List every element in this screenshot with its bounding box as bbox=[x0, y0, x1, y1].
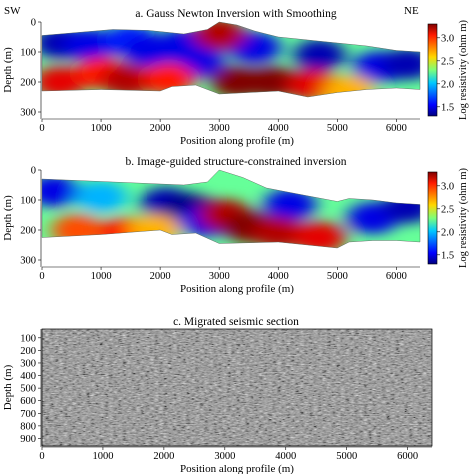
resistivity-anomaly bbox=[75, 181, 128, 213]
y-tick-label: 300 bbox=[20, 108, 36, 119]
colorbar-scale bbox=[427, 23, 438, 117]
x-tick-label: 2000 bbox=[153, 451, 174, 462]
x-tick-label: 4000 bbox=[268, 123, 289, 134]
x-tick-label: 6000 bbox=[397, 451, 418, 462]
x-tick-label: 3000 bbox=[214, 451, 235, 462]
panel-c-plot bbox=[41, 328, 433, 447]
y-tick-label: 100 bbox=[20, 196, 36, 207]
y-tick-label: 300 bbox=[20, 256, 36, 267]
panel-b-title: b. Image-guided structure-constrained in… bbox=[126, 156, 347, 168]
x-tick-label: 6000 bbox=[386, 271, 407, 282]
x-tick-label: 5000 bbox=[327, 123, 348, 134]
resistivity-anomaly bbox=[63, 28, 116, 61]
seismic-texture bbox=[42, 329, 432, 446]
x-axis-label: Position along profile (m) bbox=[180, 463, 294, 474]
colorbar-scale bbox=[427, 171, 438, 265]
y-tick-label: 300 bbox=[20, 358, 36, 369]
x-tick-label: 2000 bbox=[150, 271, 171, 282]
panel-b-plot bbox=[41, 169, 421, 249]
resistivity-anomaly bbox=[382, 191, 420, 224]
x-tick-label: 5000 bbox=[336, 451, 357, 462]
panel-b: b. Image-guided structure-constrained in… bbox=[2, 156, 469, 295]
x-tick-label: 4000 bbox=[268, 271, 289, 282]
anomaly-layer bbox=[42, 22, 420, 97]
x-tick-label: 1000 bbox=[91, 123, 112, 134]
resistivity-section bbox=[42, 170, 420, 248]
sw-label: SW bbox=[4, 5, 21, 17]
colorbar-tick-label: 2.5 bbox=[441, 204, 454, 215]
panel-c-title: c. Migrated seismic section bbox=[173, 316, 299, 328]
colorbar-label: Log resistivity (ohm m) bbox=[458, 19, 469, 120]
panel-b-axes: 0 1000 2000 3000 4000 5000 6000 0 100 200 300 Posit… bbox=[2, 166, 420, 295]
colorbar-label: Log resistivity (ohm m) bbox=[458, 167, 469, 268]
y-tick-label: 600 bbox=[20, 396, 36, 407]
y-axis-label: Depth (m) bbox=[2, 195, 14, 241]
resistivity-anomaly bbox=[382, 48, 420, 80]
resistivity-anomaly bbox=[323, 75, 376, 97]
ne-label: NE bbox=[404, 5, 419, 17]
panel-a-title: a. Gauss Newton Inversion with Smoothing bbox=[135, 8, 336, 20]
panel-a: a. Gauss Newton Inversion with Smoothing… bbox=[2, 8, 469, 147]
x-tick-label: 3000 bbox=[209, 123, 230, 134]
resistivity-anomaly bbox=[252, 217, 305, 248]
y-tick-label: 700 bbox=[20, 409, 36, 420]
y-tick-label: 500 bbox=[20, 384, 36, 395]
x-tick-label: 1000 bbox=[92, 451, 113, 462]
colorbar-tick-label: 3.0 bbox=[441, 181, 454, 192]
resistivity-anomaly bbox=[293, 39, 346, 71]
colorbar-tick-label: 1.5 bbox=[441, 250, 454, 261]
y-axis-label: Depth (m) bbox=[2, 364, 14, 410]
resistivity-anomaly bbox=[51, 214, 104, 246]
x-tick-label: 0 bbox=[39, 271, 44, 282]
colorbar-tick-label: 2.0 bbox=[441, 227, 454, 238]
x-axis-label: Position along profile (m) bbox=[180, 135, 294, 147]
x-tick-label: 0 bbox=[39, 451, 44, 462]
seismic-frame bbox=[41, 328, 433, 447]
x-tick-label: 4000 bbox=[275, 451, 296, 462]
resistivity-anomaly bbox=[101, 64, 154, 97]
section-outline bbox=[41, 169, 421, 249]
y-axis-label: Depth (m) bbox=[2, 47, 14, 93]
y-tick-label: 0 bbox=[31, 18, 36, 29]
x-tick-label: 1000 bbox=[91, 271, 112, 282]
x-tick-label: 5000 bbox=[327, 271, 348, 282]
section-outline bbox=[41, 21, 421, 98]
resistivity-anomaly bbox=[246, 66, 299, 97]
colorbar-tick-label: 1.5 bbox=[441, 102, 454, 113]
panel-a-axes: 0 1000 2000 3000 4000 5000 6000 0 100 200 300 Posit… bbox=[2, 18, 420, 147]
y-tick-label: 200 bbox=[20, 226, 36, 237]
panel-c: c. Migrated seismic section 0 1000 2000 300… bbox=[2, 316, 433, 474]
y-tick-label: 400 bbox=[20, 371, 36, 382]
x-tick-label: 2000 bbox=[150, 123, 171, 134]
resistivity-anomaly bbox=[293, 221, 346, 248]
y-tick-label: 200 bbox=[20, 78, 36, 89]
y-tick-label: 0 bbox=[31, 166, 36, 177]
y-tick-label: 900 bbox=[20, 434, 36, 445]
panel-b-colorbar: 1.5 2.0 2.5 3.0 Log resistivity (ohm m) bbox=[427, 167, 469, 268]
resistivity-anomaly bbox=[143, 63, 195, 95]
x-tick-label: 6000 bbox=[386, 123, 407, 134]
x-tick-label: 0 bbox=[39, 123, 44, 134]
resistivity-anomaly bbox=[264, 188, 317, 221]
resistivity-anomaly bbox=[42, 175, 80, 207]
colorbar-tick-label: 2.0 bbox=[441, 79, 454, 90]
x-axis-label: Position along profile (m) bbox=[180, 283, 294, 295]
y-tick-label: 100 bbox=[20, 333, 36, 344]
x-tick-label: 3000 bbox=[209, 271, 230, 282]
colorbar-tick-label: 3.0 bbox=[441, 33, 454, 44]
resistivity-anomaly bbox=[193, 22, 246, 50]
colorbar-tick-label: 2.5 bbox=[441, 56, 454, 67]
y-tick-label: 100 bbox=[20, 48, 36, 59]
panel-a-plot bbox=[41, 21, 421, 98]
resistivity-anomaly bbox=[128, 214, 181, 246]
resistivity-anomaly bbox=[42, 66, 86, 97]
panel-c-axes: 0 1000 2000 3000 4000 5000 6000100200300400500… bbox=[2, 329, 432, 474]
y-tick-label: 200 bbox=[20, 346, 36, 357]
y-tick-label: 800 bbox=[20, 421, 36, 432]
panel-a-colorbar: 1.5 2.0 2.5 3.0 Log resistivity (ohm m) bbox=[427, 19, 469, 120]
resistivity-section bbox=[42, 22, 420, 97]
